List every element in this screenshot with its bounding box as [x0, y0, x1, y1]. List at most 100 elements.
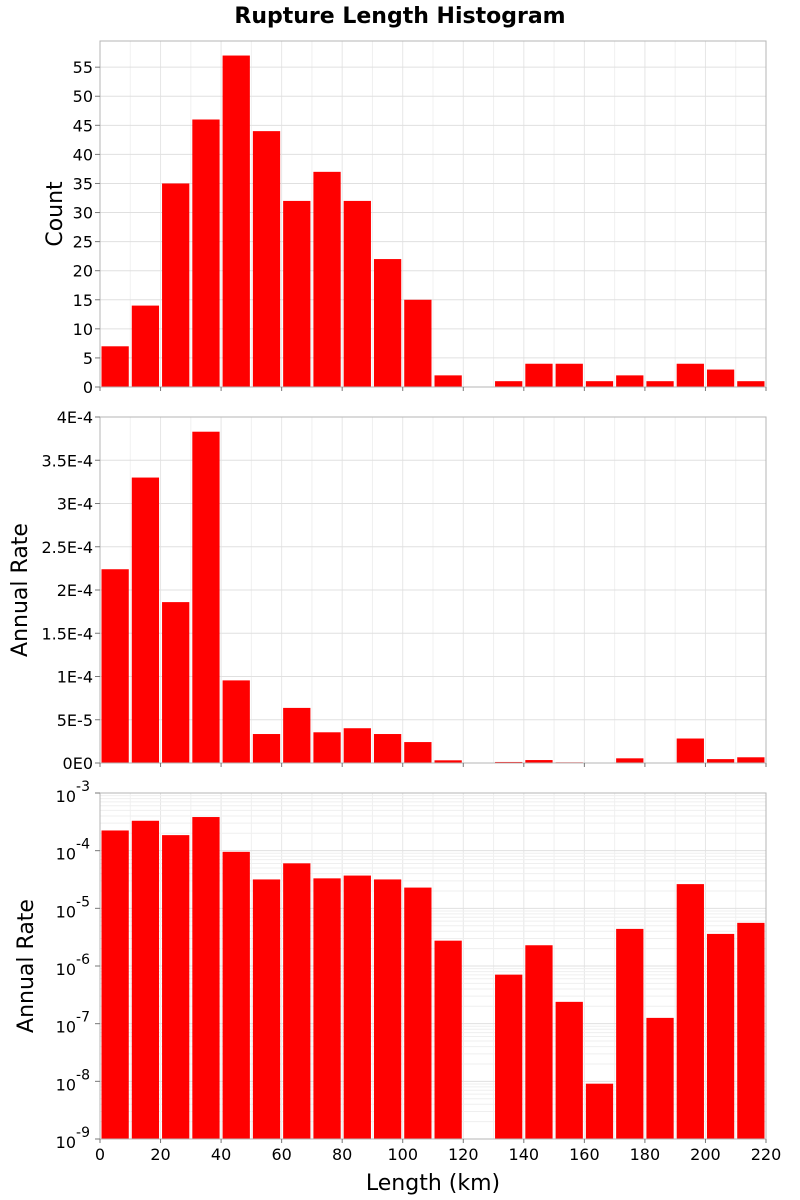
y-tick-label: 20 [73, 262, 93, 281]
count-panel: 0 5 10 15 20 25 30 35 40 45 50 55 Count [43, 40, 767, 397]
bar [313, 171, 341, 387]
bar [434, 940, 462, 1139]
x-tick-label: 60 [271, 1145, 291, 1164]
y-tick-label: 2E-4 [57, 581, 93, 600]
x-tick-label: 80 [332, 1145, 352, 1164]
y-tick-label: 45 [73, 116, 93, 135]
bar [343, 200, 371, 387]
plot-frame [99, 40, 767, 388]
bar [192, 817, 220, 1139]
annual-rate-log-panel: 10-9 10-8 10-7 10-6 10-5 10-4 10-3 Annual Rate [14, 779, 767, 1152]
bar [252, 734, 281, 763]
y-tick-label: 5E-5 [57, 711, 93, 730]
bar [616, 928, 644, 1139]
bar [373, 259, 402, 387]
x-axis-ticks: 0 20 40 60 80 100 120 140 160 180 200 220 [95, 1145, 781, 1164]
y-tick-label: 10-9 [56, 1125, 90, 1152]
bar [676, 738, 704, 763]
x-axis-title: Length (km) [366, 1171, 500, 1196]
annual-rate-linear-panel: 0E0 5E-5 1E-4 1.5E-4 2E-4 2.5E-4 3E-4 3.5E-4 4E-… [8, 408, 767, 773]
bar [192, 119, 220, 387]
y-tick-label: 10-7 [56, 1010, 90, 1037]
y-tick-label: 5 [83, 349, 93, 368]
bar [313, 732, 341, 763]
y-tick-label: 35 [73, 174, 93, 193]
bar [222, 55, 250, 388]
bar [706, 759, 735, 763]
bar [252, 131, 281, 387]
y-tick-label: 2.5E-4 [41, 538, 93, 557]
bar [131, 477, 160, 763]
x-tick-label: 160 [569, 1145, 600, 1164]
y-tick-label: 40 [73, 145, 93, 164]
bar [162, 183, 190, 387]
bar [434, 375, 462, 387]
bar [373, 734, 402, 763]
bar [373, 879, 402, 1139]
y-axis-title: Annual Rate [8, 523, 33, 657]
x-tick-label: 20 [150, 1145, 170, 1164]
bar [737, 381, 765, 387]
bar [343, 875, 371, 1139]
bar [313, 878, 341, 1139]
bar [404, 887, 432, 1139]
bar [101, 569, 129, 763]
y-tick-label: 55 [73, 58, 93, 77]
bar [555, 363, 583, 387]
bar [283, 707, 311, 763]
y-tick-label: 10 [73, 320, 93, 339]
bar [495, 381, 523, 387]
x-tick-label: 40 [211, 1145, 231, 1164]
bar [737, 757, 765, 763]
y-tick-label: 3E-4 [57, 495, 93, 514]
bar [101, 830, 129, 1139]
x-tick-label: 100 [387, 1145, 418, 1164]
bar [585, 381, 614, 387]
x-tick-label: 120 [448, 1145, 479, 1164]
y-tick-label: 25 [73, 233, 93, 252]
bar [404, 299, 432, 387]
chart-title: Rupture Length Histogram [234, 4, 565, 29]
y-axis-title: Annual Rate [14, 899, 39, 1033]
y-tick-label: 30 [73, 204, 93, 223]
y-tick-label: 10-6 [56, 952, 90, 979]
bar [343, 728, 371, 763]
bar [404, 742, 432, 763]
bar [616, 375, 644, 387]
y-tick-label: 4E-4 [57, 408, 93, 427]
bar [222, 680, 250, 763]
bar [283, 863, 311, 1139]
y-tick-label: 3.5E-4 [41, 451, 93, 470]
bar [737, 922, 765, 1139]
bar [434, 760, 462, 763]
y-axis-title: Count [43, 181, 68, 247]
y-tick-label: 10-5 [56, 894, 90, 921]
y-tick-label: 10-3 [56, 779, 90, 806]
bar [585, 1083, 614, 1139]
bar [706, 369, 735, 387]
bar [525, 363, 553, 387]
bar [525, 945, 553, 1139]
y-tick-label: 15 [73, 291, 93, 310]
bar [676, 363, 704, 387]
x-tick-label: 0 [95, 1145, 105, 1164]
y-tick-label: 10-4 [56, 837, 90, 864]
bar [676, 884, 704, 1139]
x-tick-label: 200 [690, 1145, 721, 1164]
bar [555, 1001, 583, 1139]
y-tick-label: 0 [83, 378, 93, 397]
bar [192, 431, 220, 763]
bar [222, 851, 250, 1139]
y-tick-label: 50 [73, 87, 93, 106]
bar [162, 602, 190, 763]
bar [616, 758, 644, 763]
bar [131, 820, 160, 1139]
x-tick-label: 220 [751, 1145, 782, 1164]
bar [283, 200, 311, 387]
y-tick-label: 0E0 [63, 754, 93, 773]
x-tick-label: 180 [630, 1145, 661, 1164]
x-tick-label: 140 [509, 1145, 540, 1164]
bar [646, 381, 674, 387]
bar [162, 835, 190, 1139]
